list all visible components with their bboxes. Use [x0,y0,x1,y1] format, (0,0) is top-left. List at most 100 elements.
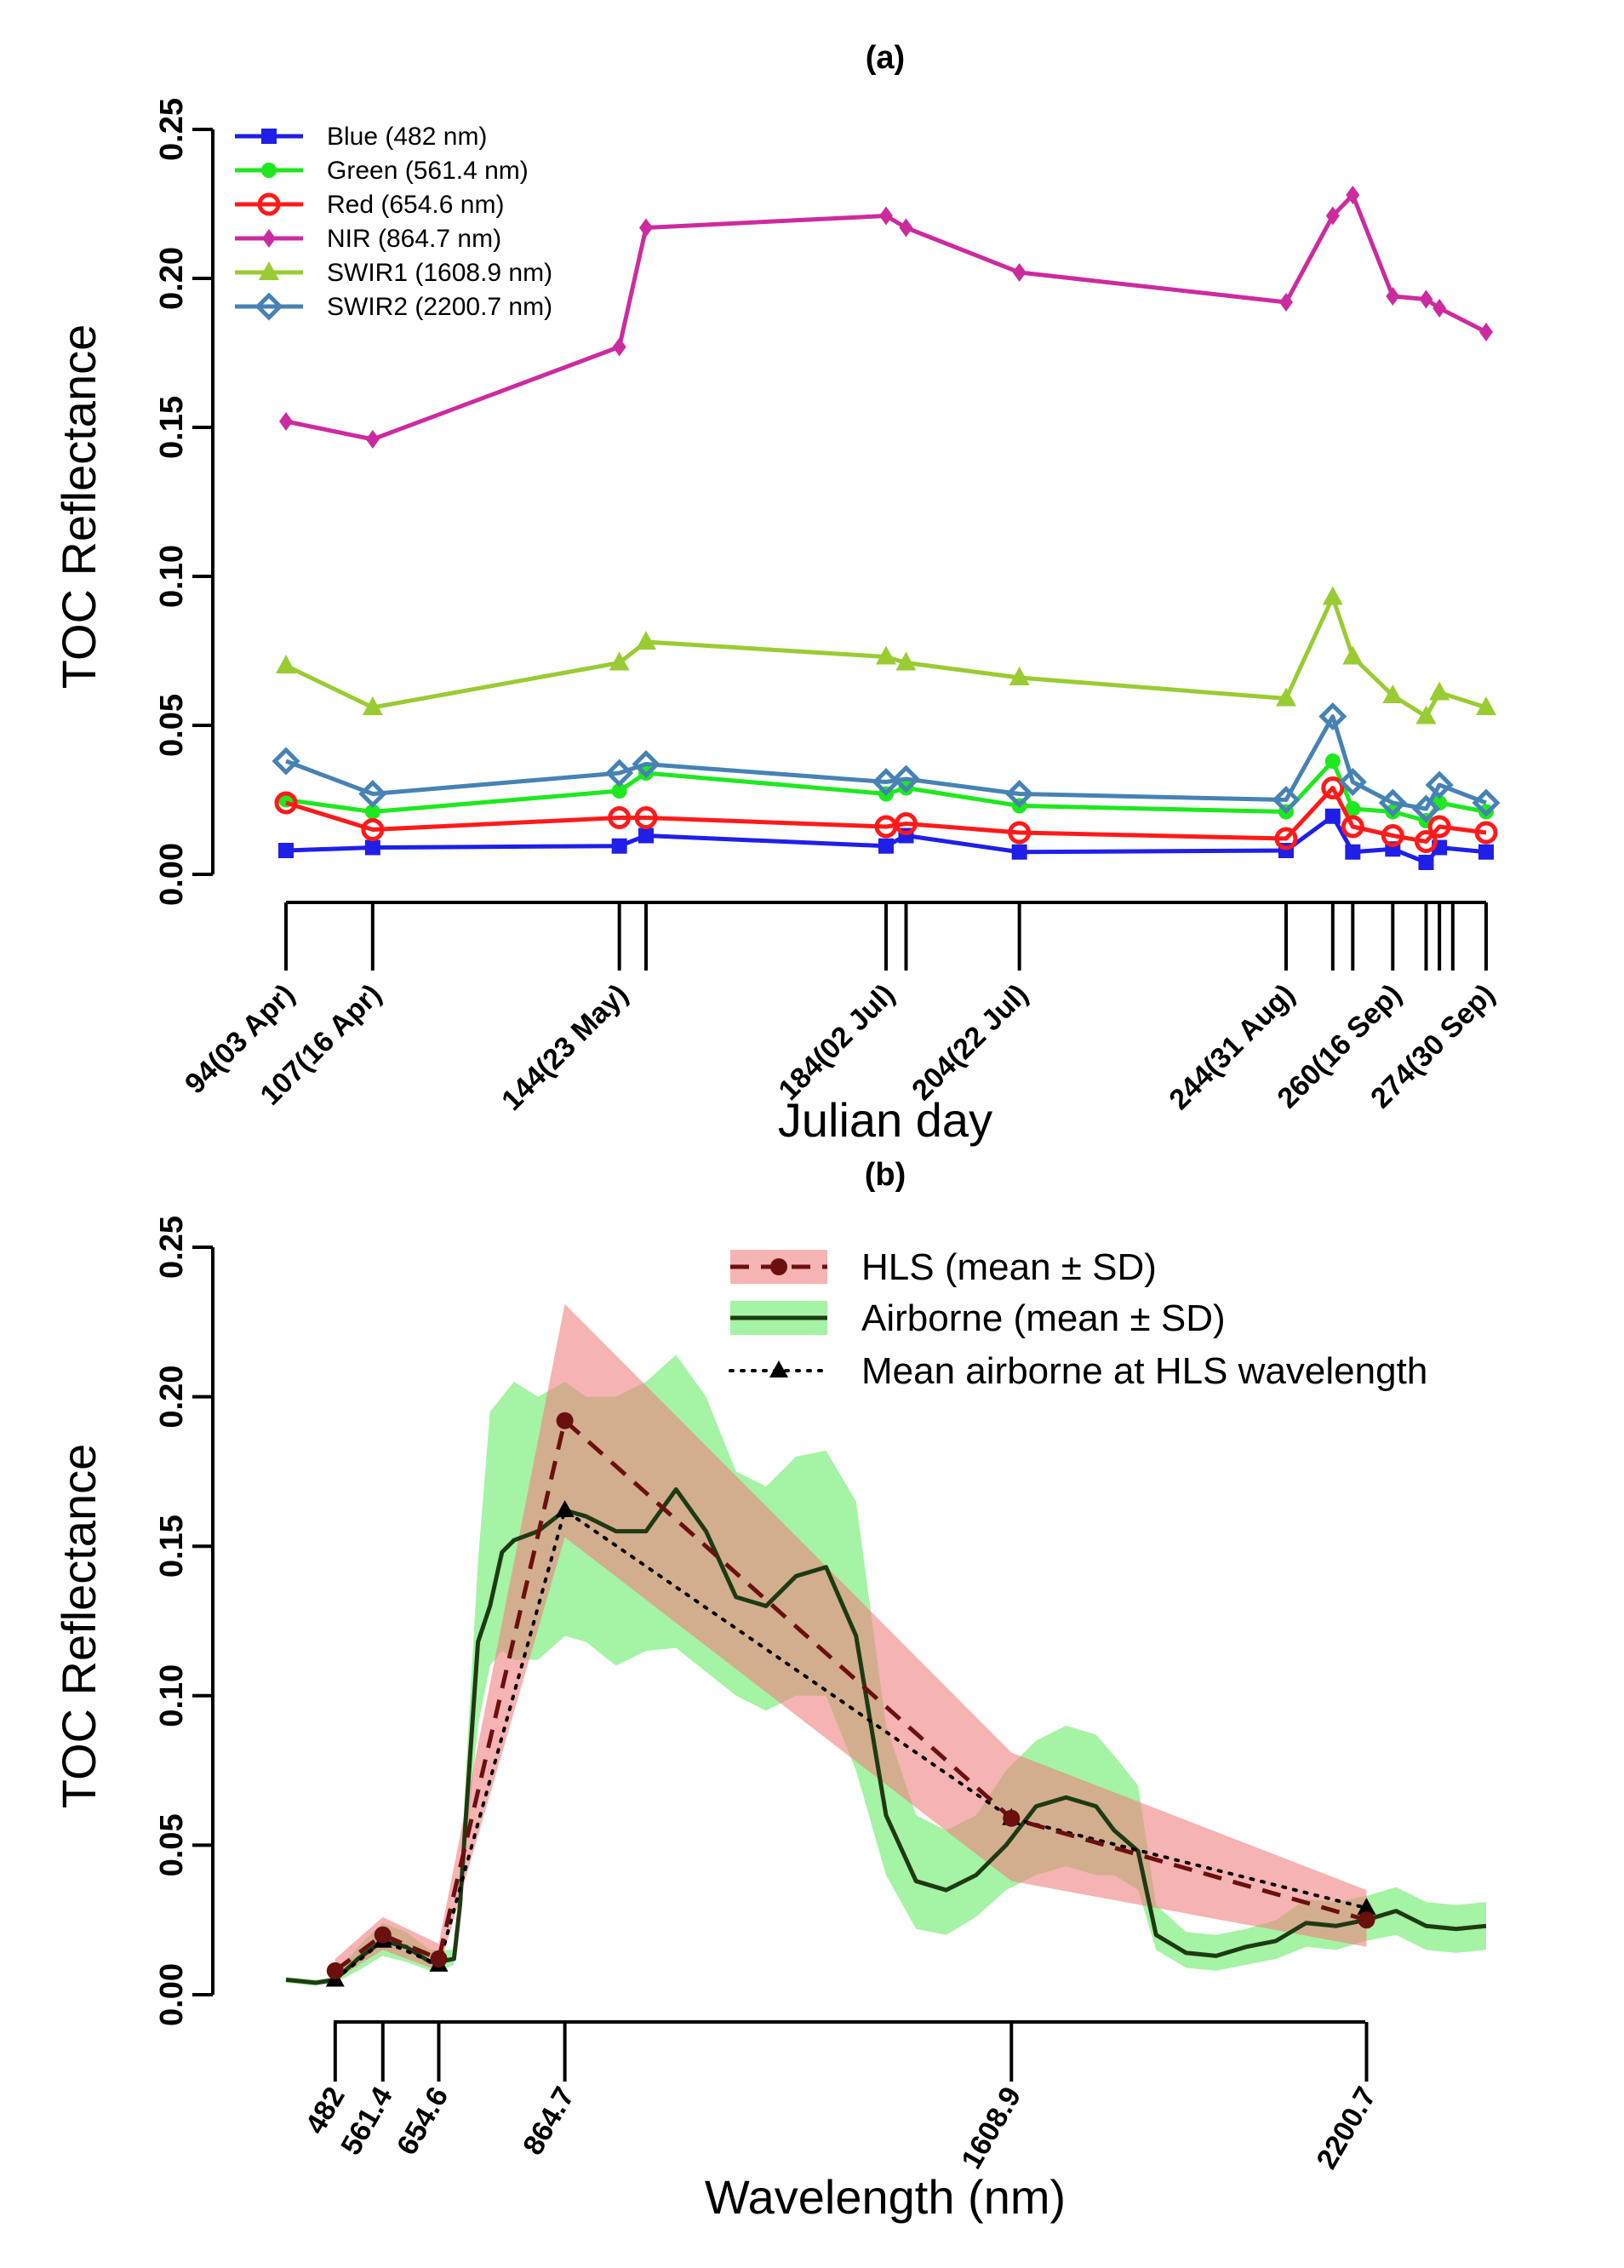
y-tick-label: 0.10 [154,545,190,608]
hls-point [374,1926,392,1944]
data-point [1345,844,1361,860]
data-point [1341,815,1364,839]
data-point [361,818,385,841]
panel-a-legend: Blue (482 nm) Green (561.4 nm) Red (654.6 … [235,123,552,321]
panel-b: (b) TOC Reflectance Wavelength (nm) 0.00… [52,1157,1487,2224]
data-point [1325,206,1340,226]
legend-marker [261,163,277,178]
legend-label: NIR (864.7 nm) [327,225,501,253]
legend-label: Green (561.4 nm) [327,157,529,185]
data-point [1429,681,1450,701]
data-point [274,791,298,815]
legend-marker [259,261,279,280]
data-point [1476,696,1496,715]
data-point [1318,702,1347,731]
data-point [891,765,921,793]
data-point [611,838,627,854]
data-point [1011,844,1027,860]
data-point [365,430,380,449]
data-point [1009,667,1030,685]
legend-marker [257,192,281,216]
mean-airborne-point [1357,1898,1376,1916]
panel-a-y-ticks: 0.00 0.05 0.10 0.15 0.20 0.25 [154,98,213,906]
data-point [1418,855,1434,870]
y-tick-label: 0.20 [154,1366,190,1429]
data-point [1276,687,1296,707]
panel-a: (a) TOC Reflectance Julian day 0.000.050… [52,40,1501,1147]
data-point [639,218,653,238]
data-point [632,749,660,779]
y-tick-label: 0.25 [154,1216,190,1279]
data-point [895,812,918,835]
legend-label: Airborne (mean ± SD) [861,1297,1226,1339]
legend-label: SWIR1 (1608.9 nm) [327,259,552,287]
data-point [1419,289,1433,309]
panel-a-xlabel: Julian day [778,1093,992,1147]
x-tick-label: 204(22 Jul) [906,978,1034,1107]
data-point [636,631,656,650]
hls-point [1003,1809,1021,1827]
data-point [1415,830,1438,853]
data-point [1411,794,1441,823]
data-point [1386,287,1400,306]
x-tick-label: 654.6 [391,2082,455,2161]
y-tick-label: 0.20 [154,247,190,310]
y-tick-label: 0.25 [154,98,190,161]
y-tick-label: 0.15 [154,1515,190,1578]
y-tick-label: 0.00 [154,1963,190,2026]
data-point [1378,788,1407,817]
series-line [285,714,1487,811]
y-tick-label: 0.15 [154,396,190,459]
data-point [358,779,387,809]
data-point [364,839,380,856]
airborne-mean-line [285,1486,1487,1985]
data-point [1479,323,1493,341]
data-point [1279,293,1293,312]
data-point [612,337,626,357]
data-point [1321,776,1345,799]
legend-label: Red (654.6 nm) [327,191,504,219]
data-point [1338,767,1367,797]
x-tick-label: 864.7 [517,2082,580,2161]
data-point [1427,815,1451,839]
data-point [608,806,632,829]
data-point [1381,824,1404,847]
data-point [1474,821,1498,845]
data-point [1346,186,1360,204]
panel-a-series [272,186,1501,870]
data-point [878,838,894,854]
panel-a-title: (a) [866,40,905,76]
data-point [1324,753,1341,769]
x-tick-label: 2200.7 [1311,2082,1383,2174]
panel-a-ylabel: TOC Reflectance [52,324,106,689]
x-tick-label: 1608.9 [955,2082,1027,2174]
x-tick-label: 184(02 Jul) [773,978,901,1107]
data-point [272,747,300,776]
data-point [1425,770,1454,799]
data-point [895,651,917,671]
legend-hls-point [770,1258,787,1275]
y-tick-label: 0.05 [154,694,190,757]
panel-b-y-ticks: 0.00 0.05 0.10 0.15 0.20 0.25 [154,1216,213,2026]
data-point [899,218,913,238]
panel-b-lines [285,1412,1487,1987]
y-tick-label: 0.05 [154,1813,190,1876]
data-point [609,651,630,671]
data-point [1272,785,1301,815]
mean-airborne-point [555,1500,575,1518]
data-point [1324,808,1341,824]
data-point [1274,827,1298,850]
panel-a-x-ticks: 94(03 Apr)107(16 Apr) 144(23 May) 184(02 J… [179,902,1501,1117]
data-point [364,804,380,820]
legend-mean-point [769,1360,788,1377]
hls-mean-line [334,1417,1368,1973]
data-point [1415,705,1437,724]
data-point [634,806,658,829]
hls-point [1358,1911,1375,1929]
data-point [611,783,627,799]
panel-b-xlabel: Wavelength (nm) [705,2170,1066,2224]
legend-marker [261,129,277,144]
series-line [284,595,1487,719]
